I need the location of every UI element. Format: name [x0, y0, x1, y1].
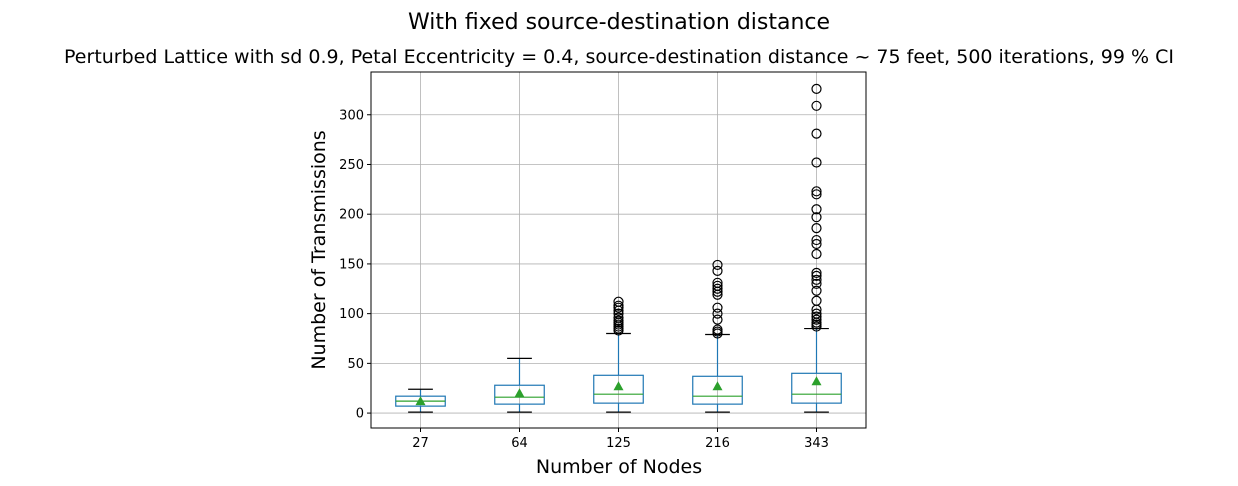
y-tick-label: 0 [356, 407, 364, 422]
mean-marker [514, 388, 525, 398]
outlier-point [712, 324, 723, 335]
outlier-point [811, 100, 822, 111]
x-tick-label: 125 [606, 436, 631, 451]
chart-suptitle: With fixed source-destination distance [408, 10, 830, 35]
mean-marker [712, 381, 723, 391]
x-ticks: 27 64 125 216 343 [412, 428, 829, 451]
mean-marker [811, 376, 822, 386]
outlier-point [811, 314, 822, 325]
box-group-64 [494, 357, 545, 413]
outlier-point [811, 189, 822, 200]
mean-marker [613, 381, 624, 391]
y-tick-label: 200 [339, 208, 364, 223]
y-axis-label: Number of Transmissions [308, 130, 330, 369]
y-tick-label: 250 [339, 158, 364, 173]
outlier-point [712, 308, 723, 319]
x-axis-label: Number of Nodes [536, 456, 702, 478]
outlier-point [613, 296, 624, 307]
outlier-point [712, 280, 723, 291]
outlier-point [811, 157, 822, 168]
x-tick-label: 343 [804, 436, 829, 451]
outlier-point [811, 186, 822, 197]
outlier-point [811, 83, 822, 95]
outlier-point [712, 302, 723, 313]
outlier-point [811, 212, 822, 223]
outlier-point [811, 270, 822, 281]
chart-title: Perturbed Lattice with sd 0.9, Petal Ecc… [64, 46, 1174, 68]
outlier-point [811, 234, 822, 246]
outlier-point [811, 274, 822, 285]
outlier-point [712, 314, 723, 325]
x-tick-label: 27 [412, 436, 429, 451]
outlier-point [712, 259, 723, 271]
box-group-125 [593, 296, 644, 413]
x-tick-label: 64 [511, 436, 528, 451]
box-group-27 [395, 388, 446, 413]
iqr-box [494, 384, 545, 405]
x-tick-label: 216 [705, 436, 730, 451]
outlier-point [811, 223, 822, 234]
outlier-point [712, 265, 723, 276]
outlier-point [613, 308, 624, 319]
box-group-343 [791, 83, 842, 413]
iqr-box [692, 375, 743, 405]
outlier-point [811, 295, 822, 306]
outlier-point [613, 315, 624, 326]
outlier-point [712, 283, 723, 294]
outlier-point [613, 312, 624, 323]
box-group-216 [692, 259, 743, 413]
outlier-point [712, 277, 723, 288]
iqr-box [791, 372, 842, 404]
outlier-point [613, 300, 624, 311]
iqr-box [593, 374, 644, 404]
outlier-point [811, 308, 822, 319]
y-tick-label: 150 [339, 257, 364, 272]
boxes-layer [395, 83, 842, 413]
y-tick-label: 300 [339, 108, 364, 123]
y-ticks: 0 50 100 150 200 250 300 [339, 108, 371, 422]
y-tick-label: 100 [339, 307, 364, 322]
outlier-point [811, 311, 822, 322]
outlier-point [811, 267, 822, 278]
y-tick-label: 50 [347, 357, 364, 372]
outlier-point [811, 238, 822, 250]
outlier-point [811, 204, 822, 215]
mean-marker [415, 396, 426, 406]
outlier-point [811, 278, 822, 289]
outlier-point [811, 128, 822, 139]
outlier-point [811, 285, 822, 296]
outlier-point [811, 248, 822, 260]
